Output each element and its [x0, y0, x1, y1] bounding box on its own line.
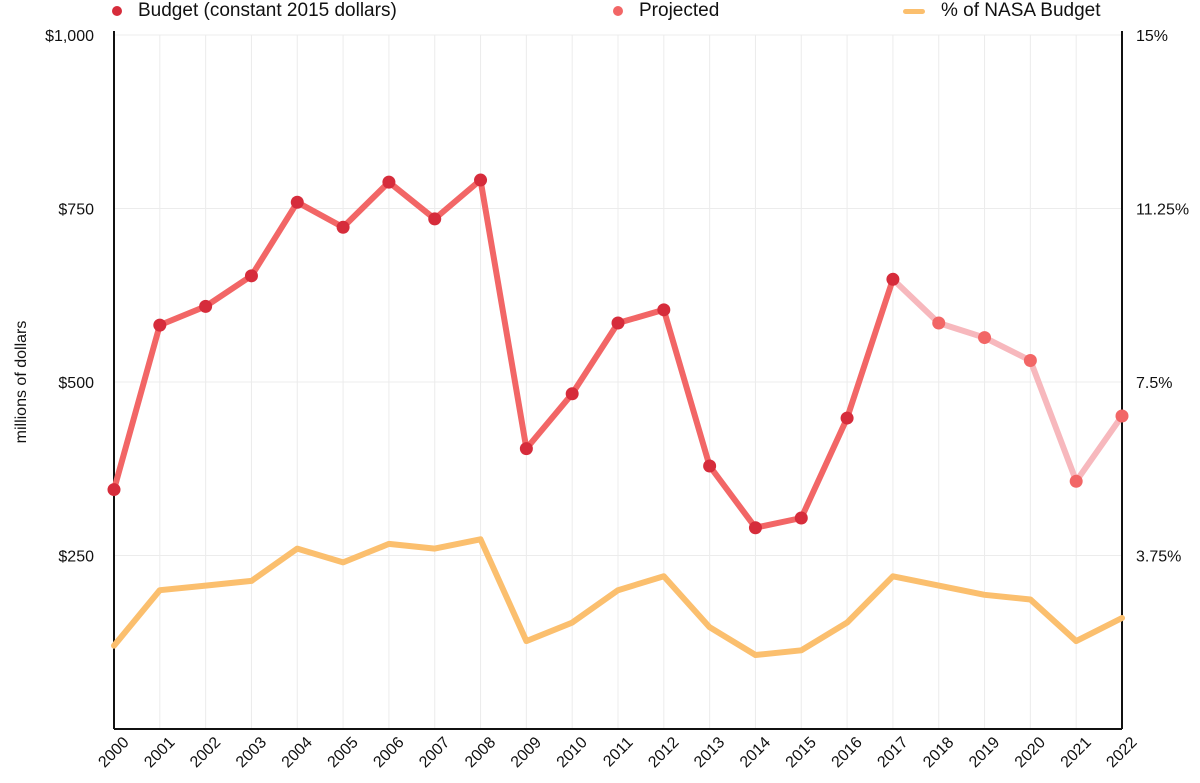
- y-axis-title: millions of dollars: [13, 321, 30, 444]
- y-tick-right-2: 7.5%: [1136, 375, 1172, 392]
- x-tick-2015: 2015: [783, 734, 820, 771]
- x-tick-2016: 2016: [829, 734, 866, 771]
- legend-marker-budget-icon: [112, 6, 122, 16]
- point-0-2007: [428, 212, 442, 226]
- point-0-2009: [519, 442, 533, 456]
- x-tick-2005: 2005: [325, 734, 362, 771]
- point-0-2004: [290, 195, 304, 209]
- tick-labels: $250 $500 $750 $1,000 3.75% 7.5% 11.25% 15% 2000…: [13, 28, 1189, 771]
- series-line-2: [111, 536, 1125, 658]
- point-0-2000: [107, 483, 121, 497]
- x-tick-2004: 2004: [279, 734, 316, 771]
- point-0-2017: [886, 272, 900, 286]
- y-tick-right-3: 11.25%: [1136, 202, 1189, 219]
- y-tick-left-4: $1,000: [45, 28, 94, 45]
- x-tick-2011: 2011: [600, 734, 636, 770]
- series-line-0: [111, 177, 896, 531]
- point-1-2019: [978, 331, 992, 345]
- legend: Budget (constant 2015 dollars) Projected…: [0, 0, 1200, 26]
- point-1-2020: [1023, 353, 1037, 367]
- x-tick-2018: 2018: [920, 734, 957, 771]
- y-tick-right-4: 15%: [1136, 28, 1168, 45]
- x-tick-2002: 2002: [187, 734, 224, 771]
- point-1-2022: [1115, 409, 1129, 423]
- series-line-1: [889, 276, 1125, 485]
- gridlines: [113, 34, 1123, 729]
- series-layer: [107, 173, 1129, 658]
- point-0-2015: [794, 511, 808, 525]
- x-tick-2007: 2007: [416, 734, 453, 771]
- legend-label-projected: Projected: [639, 0, 720, 21]
- x-tick-2000: 2000: [95, 734, 132, 771]
- point-0-2005: [336, 220, 350, 234]
- y-tick-left-1: $250: [58, 549, 94, 566]
- point-0-2010: [565, 387, 579, 401]
- legend-item-budget[interactable]: Budget (constant 2015 dollars): [112, 0, 397, 22]
- point-0-2016: [840, 411, 854, 425]
- x-tick-2020: 2020: [1012, 734, 1049, 771]
- x-tick-2013: 2013: [691, 734, 728, 771]
- point-0-2003: [244, 269, 258, 283]
- x-tick-2003: 2003: [233, 734, 270, 771]
- x-tick-2017: 2017: [874, 734, 911, 771]
- legend-label-budget: Budget (constant 2015 dollars): [138, 0, 397, 21]
- y-tick-left-2: $500: [58, 375, 94, 392]
- y-tick-left-3: $750: [58, 202, 94, 219]
- x-tick-2009: 2009: [508, 734, 545, 771]
- point-0-2012: [657, 303, 671, 317]
- point-1-2018: [932, 316, 946, 330]
- point-0-2008: [474, 173, 488, 187]
- legend-item-projected[interactable]: Projected: [613, 0, 719, 22]
- x-tick-2021: 2021: [1058, 734, 1095, 771]
- point-0-2001: [153, 318, 167, 332]
- x-tick-2019: 2019: [966, 734, 1003, 771]
- x-tick-2014: 2014: [737, 734, 774, 771]
- point-0-2002: [199, 299, 213, 313]
- x-tick-2022: 2022: [1103, 734, 1140, 771]
- legend-item-nasa-percent[interactable]: % of NASA Budget: [903, 0, 1101, 22]
- point-0-2013: [703, 459, 717, 473]
- legend-label-nasa-percent: % of NASA Budget: [941, 0, 1101, 21]
- x-tick-2012: 2012: [645, 734, 682, 771]
- x-tick-2010: 2010: [554, 734, 591, 771]
- legend-marker-nasa-percent-icon: [903, 8, 925, 14]
- point-1-2021: [1069, 474, 1083, 488]
- axes: [113, 31, 1123, 730]
- x-tick-2001: 2001: [141, 734, 178, 771]
- point-0-2006: [382, 175, 396, 189]
- point-0-2011: [611, 316, 625, 330]
- x-tick-2008: 2008: [462, 734, 499, 771]
- legend-marker-projected-icon: [613, 6, 623, 16]
- point-0-2014: [748, 521, 762, 535]
- y-tick-right-1: 3.75%: [1136, 549, 1181, 566]
- x-tick-2006: 2006: [370, 734, 407, 771]
